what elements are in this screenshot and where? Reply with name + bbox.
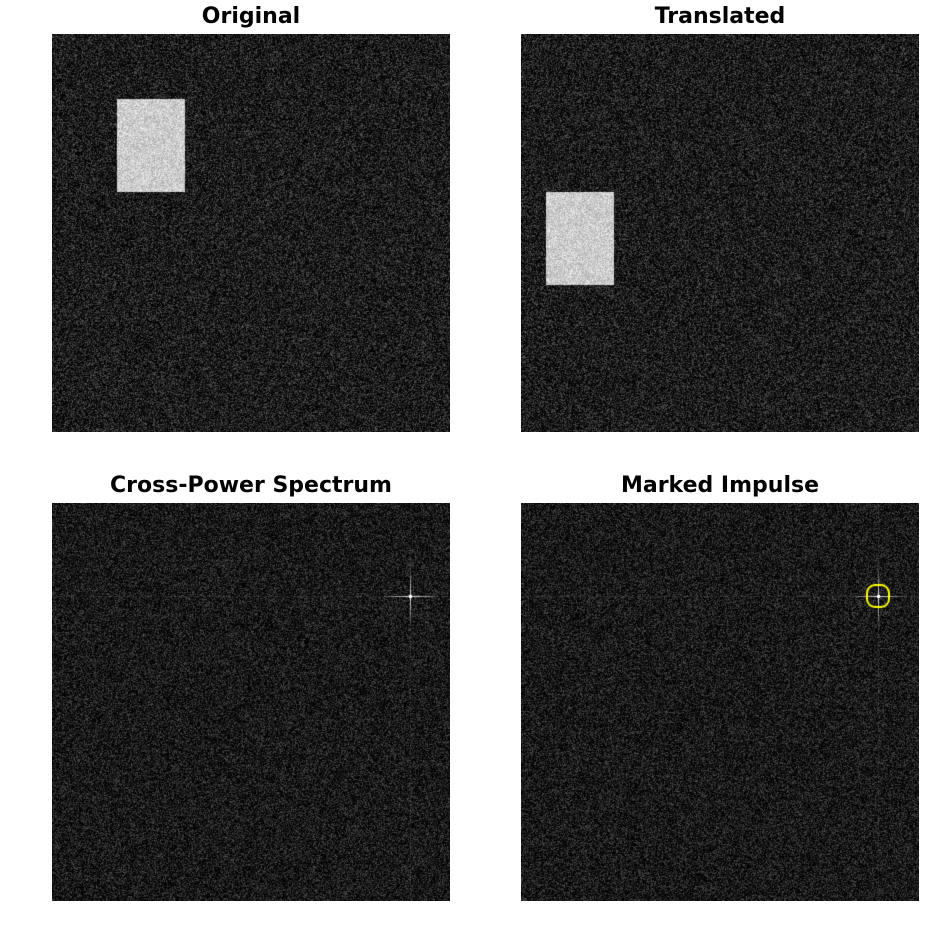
title-translated: Translated — [654, 4, 786, 29]
cross-power-spectrum-image — [52, 503, 450, 901]
title-marked-impulse: Marked Impulse — [620, 473, 820, 498]
original-image — [52, 34, 450, 432]
title-original: Original — [201, 4, 301, 29]
title-cross-power-spectrum: Cross-Power Spectrum — [110, 473, 392, 498]
marked-impulse-image — [521, 503, 919, 901]
translated-image — [521, 34, 919, 432]
